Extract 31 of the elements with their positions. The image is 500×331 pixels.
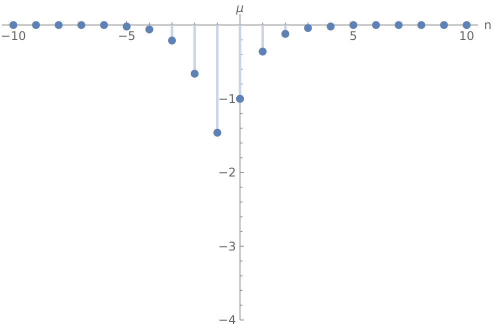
point	[32, 21, 40, 30]
point	[190, 70, 199, 78]
point	[213, 128, 222, 137]
point	[462, 21, 471, 30]
point	[326, 22, 335, 31]
point	[258, 48, 267, 56]
x-tick-label: 5	[350, 29, 358, 44]
point	[168, 36, 176, 45]
x-axis-title: n	[484, 18, 492, 32]
point	[236, 94, 244, 103]
point	[77, 21, 86, 30]
point	[440, 21, 448, 30]
point	[417, 21, 426, 30]
y-axis-title: μ	[235, 1, 244, 15]
point	[304, 24, 312, 32]
x-tick-label: −5	[118, 29, 136, 44]
point	[9, 21, 18, 30]
point	[372, 21, 380, 30]
point	[145, 26, 154, 34]
x-tick-label: −10	[0, 29, 26, 44]
point	[100, 21, 108, 30]
y-tick-label: −4	[218, 313, 236, 327]
y-tick-label: −1	[218, 92, 236, 106]
point	[54, 21, 63, 30]
point	[122, 22, 131, 31]
point	[349, 21, 358, 30]
y-tick-label: −2	[218, 166, 236, 180]
point	[394, 21, 403, 30]
point	[281, 30, 290, 38]
y-tick-label: −3	[218, 239, 236, 254]
x-tick-label: 10	[459, 29, 474, 44]
